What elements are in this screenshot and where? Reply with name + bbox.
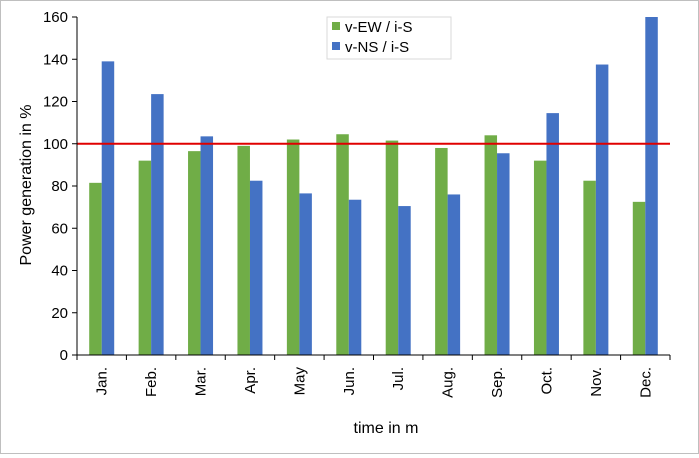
bar-v-ew-i-s-dec	[632, 201, 646, 355]
bar-v-ew-i-s-nov	[583, 180, 596, 355]
legend-label-v-ns: v-NS / i-S	[345, 39, 409, 56]
y-tick-label-40: 40	[51, 263, 68, 280]
bar-v-ew-i-s-sep	[484, 135, 498, 355]
y-tick-label-100: 100	[43, 136, 68, 153]
bar-v-ns-i-s-apr	[249, 180, 263, 355]
y-tick-label-120: 120	[43, 94, 68, 111]
bar-v-ew-i-s-feb	[138, 160, 152, 355]
bar-v-ns-i-s-jan	[101, 61, 115, 356]
bar-v-ew-i-s-jun	[336, 134, 349, 355]
bar-v-ew-i-s-may	[286, 139, 300, 355]
bar-v-ew-i-s-mar	[188, 151, 201, 355]
legend-label-v-ew: v-EW / i-S	[345, 19, 413, 36]
bar-v-ns-i-s-may	[299, 193, 312, 355]
legend-swatch-v-ew	[332, 22, 340, 30]
x-axis-title: time in m	[354, 420, 419, 437]
bar-v-ns-i-s-jul	[398, 206, 411, 355]
x-tick-label-jan: Jan.	[94, 367, 111, 395]
x-axis-ticks: Jan. Feb. Mar. Apr. May Jun. Jul. Aug. Sep. Oct. N…	[76, 355, 671, 398]
y-tick-label-0: 0	[60, 347, 68, 364]
bar-v-ns-i-s-nov	[595, 64, 609, 355]
x-tick-label-may: May	[291, 367, 308, 396]
bar-v-ns-i-s-jun	[348, 199, 362, 355]
bar-v-ns-i-s-aug	[447, 194, 461, 355]
bar-v-ns-i-s-dec	[645, 17, 658, 355]
bar-v-ew-i-s-oct	[533, 160, 547, 355]
y-tick-label-160: 160	[43, 9, 68, 26]
y-tick-label-60: 60	[51, 220, 68, 237]
legend-swatch-v-ns	[332, 42, 340, 50]
x-tick-label-jul: Jul.	[390, 367, 407, 390]
bar-v-ew-i-s-aug	[435, 147, 448, 355]
y-tick-label-20: 20	[51, 305, 68, 322]
bar-v-ns-i-s-sep	[497, 153, 510, 355]
x-tick-label-aug: Aug.	[440, 367, 457, 398]
x-tick-label-feb: Feb.	[143, 367, 160, 397]
y-axis-ticks: 0 20 40 60 80 100 120 140 160	[43, 9, 77, 364]
x-tick-label-apr: Apr.	[242, 367, 259, 394]
y-tick-label-140: 140	[43, 51, 68, 68]
bar-v-ns-i-s-feb	[151, 94, 164, 355]
bar-v-ns-i-s-mar	[200, 136, 214, 355]
bar-v-ew-i-s-jul	[385, 140, 399, 355]
bar-v-ew-i-s-apr	[237, 145, 250, 355]
y-axis-title: Power generation in %	[18, 105, 35, 266]
x-tick-label-oct: Oct.	[538, 367, 555, 395]
x-tick-label-sep: Sep.	[489, 367, 506, 398]
bar-v-ns-i-s-oct	[546, 113, 559, 356]
x-tick-label-jun: Jun.	[341, 367, 358, 395]
x-tick-label-mar: Mar.	[193, 367, 210, 396]
bar-v-ew-i-s-jan	[89, 182, 102, 355]
y-tick-label-80: 80	[51, 178, 68, 195]
axes	[76, 17, 670, 356]
x-tick-label-dec: Dec.	[637, 367, 654, 398]
x-tick-label-nov: Nov.	[588, 367, 605, 397]
bars	[89, 17, 658, 356]
legend: v-EW / i-S v-NS / i-S	[326, 16, 452, 60]
legend-box	[326, 16, 452, 60]
